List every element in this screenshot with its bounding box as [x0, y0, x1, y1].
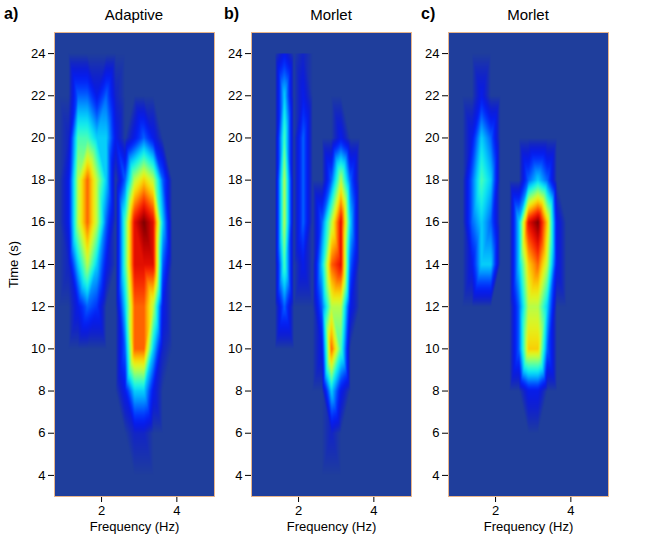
svg-text:2: 2: [98, 503, 105, 518]
svg-text:12: 12: [228, 299, 242, 314]
svg-text:18: 18: [228, 172, 242, 187]
html-text:Morlet: Morlet: [507, 6, 549, 23]
svg-text:6: 6: [432, 425, 439, 440]
html-text:Adaptive: Adaptive: [104, 6, 164, 23]
svg-text:24: 24: [425, 46, 439, 61]
svg-text:14: 14: [228, 257, 242, 272]
svg-text:8: 8: [38, 383, 45, 398]
svg-text:4: 4: [567, 503, 574, 518]
html-text:Morlet: Morlet: [310, 6, 352, 23]
svg-text:16: 16: [228, 214, 242, 229]
svg-text:22: 22: [228, 88, 242, 103]
svg-text:12: 12: [31, 299, 45, 314]
svg-text:14: 14: [31, 257, 45, 272]
svg-text:22: 22: [425, 88, 439, 103]
svg-text:4: 4: [38, 468, 45, 483]
svg-text:4: 4: [432, 468, 439, 483]
svg-text:Frequency (Hz): Frequency (Hz): [484, 519, 574, 534]
svg-text:18: 18: [31, 172, 45, 187]
svg-text:16: 16: [425, 214, 439, 229]
svg-text:2: 2: [492, 503, 499, 518]
html-text:a): a): [4, 5, 19, 22]
svg-text:12: 12: [425, 299, 439, 314]
svg-text:6: 6: [235, 425, 242, 440]
svg-text:14: 14: [425, 257, 439, 272]
svg-text:24: 24: [228, 46, 242, 61]
svg-text:Frequency (Hz): Frequency (Hz): [90, 519, 180, 534]
svg-text:8: 8: [235, 383, 242, 398]
svg-text:10: 10: [228, 341, 242, 356]
svg-text:22: 22: [31, 88, 45, 103]
svg-text:20: 20: [31, 130, 45, 145]
svg-text:10: 10: [31, 341, 45, 356]
svg-text:6: 6: [38, 425, 45, 440]
svg-text:4: 4: [370, 503, 377, 518]
svg-text:20: 20: [425, 130, 439, 145]
html-text:c): c): [421, 5, 436, 22]
svg-text:4: 4: [173, 503, 180, 518]
svg-text:Frequency (Hz): Frequency (Hz): [287, 519, 377, 534]
svg-text:2: 2: [295, 503, 302, 518]
svg-text:16: 16: [31, 214, 45, 229]
svg-text:8: 8: [432, 383, 439, 398]
svg-text:4: 4: [235, 468, 242, 483]
svg-text:Time (s): Time (s): [6, 241, 21, 288]
svg-text:24: 24: [31, 46, 45, 61]
html-text:b): b): [224, 5, 240, 22]
svg-text:20: 20: [228, 130, 242, 145]
svg-text:10: 10: [425, 341, 439, 356]
svg-text:18: 18: [425, 172, 439, 187]
